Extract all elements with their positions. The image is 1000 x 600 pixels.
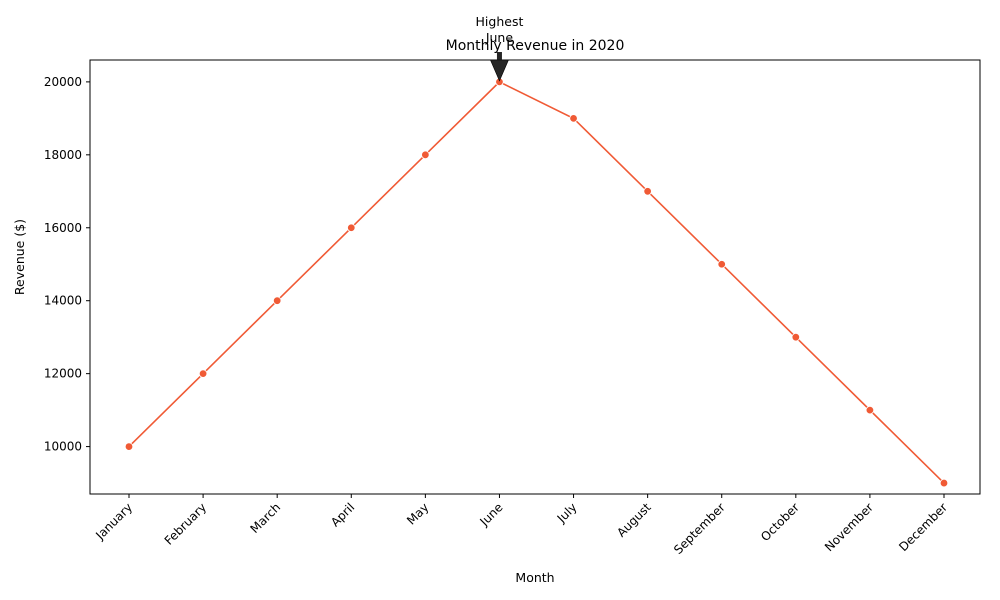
axes-frame — [89, 59, 981, 495]
chart-title: Monthly Revenue in 2020 — [446, 38, 625, 54]
data-point — [791, 332, 801, 342]
data-point — [124, 442, 134, 451]
annotation-arrow-shaft — [496, 52, 502, 61]
annotation-text: June — [485, 30, 514, 45]
data-point — [717, 260, 726, 269]
annotation-arrow-head — [489, 59, 509, 82]
y-axis-ticks: 10000 12000 14000 16000 18000 20000 — [44, 75, 90, 454]
x-tick-label: September — [671, 500, 728, 557]
data-point — [643, 187, 652, 196]
annotation-text: Highest — [476, 14, 524, 29]
series-layer — [124, 77, 949, 488]
y-tick-label: 16000 — [44, 221, 82, 235]
data-point — [272, 296, 282, 305]
y-tick-label: 10000 — [44, 440, 82, 454]
x-tick-label: August — [614, 500, 654, 540]
x-axis-label: Month — [515, 570, 554, 585]
y-tick-label: 18000 — [44, 148, 82, 162]
x-tick-label: January — [92, 500, 135, 543]
x-tick-label: July — [554, 500, 580, 526]
x-tick-label: June — [476, 500, 505, 529]
data-point — [939, 478, 949, 488]
x-tick-label: November — [822, 500, 876, 554]
x-axis-ticks: January February March April May June July Augu… — [92, 494, 950, 557]
x-tick-label: May — [404, 500, 431, 527]
x-tick-label: April — [328, 500, 357, 529]
plot-area-border — [89, 59, 981, 495]
y-axis-label: Revenue ($) — [12, 219, 27, 295]
data-point — [347, 223, 356, 232]
data-point — [865, 405, 875, 415]
x-tick-label: December — [896, 500, 950, 554]
series-line — [128, 80, 945, 484]
y-tick-label: 14000 — [44, 294, 82, 308]
data-point — [198, 369, 208, 378]
x-tick-label: October — [758, 500, 802, 544]
y-tick-label: 12000 — [44, 367, 82, 381]
x-tick-label: March — [248, 500, 284, 536]
y-tick-label: 20000 — [44, 75, 82, 89]
data-point — [569, 114, 578, 123]
x-tick-label: February — [162, 500, 210, 548]
data-point — [421, 150, 430, 160]
